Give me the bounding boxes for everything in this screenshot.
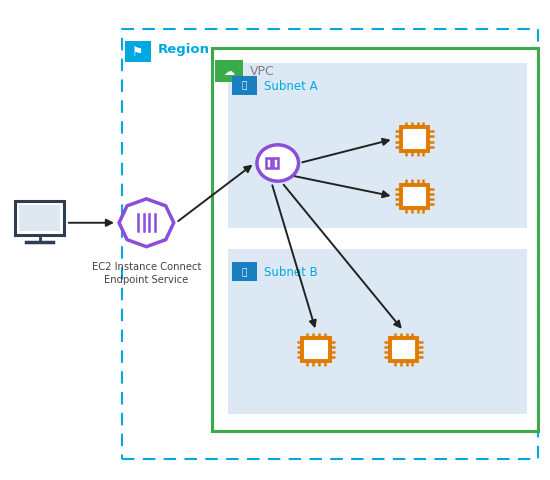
Text: ☁: ☁ <box>223 67 235 77</box>
Text: ⚑: ⚑ <box>132 46 143 59</box>
Text: Subnet A: Subnet A <box>264 80 318 93</box>
Polygon shape <box>119 199 174 247</box>
FancyBboxPatch shape <box>302 338 329 361</box>
FancyBboxPatch shape <box>401 185 428 209</box>
FancyBboxPatch shape <box>228 63 527 228</box>
Text: VPC: VPC <box>250 65 275 78</box>
Text: Subnet B: Subnet B <box>264 265 318 278</box>
Text: 🔒: 🔒 <box>242 82 248 90</box>
FancyBboxPatch shape <box>232 263 257 281</box>
FancyBboxPatch shape <box>124 42 151 62</box>
Text: 🔒: 🔒 <box>242 267 248 276</box>
FancyBboxPatch shape <box>266 158 271 169</box>
FancyBboxPatch shape <box>273 158 278 169</box>
FancyBboxPatch shape <box>15 202 64 235</box>
FancyBboxPatch shape <box>215 60 243 83</box>
Circle shape <box>257 145 299 182</box>
FancyBboxPatch shape <box>228 250 527 414</box>
FancyBboxPatch shape <box>390 338 417 361</box>
Text: Region: Region <box>157 43 210 56</box>
FancyBboxPatch shape <box>232 76 257 96</box>
Text: EC2 Instance Connect
Endpoint Service: EC2 Instance Connect Endpoint Service <box>92 262 201 285</box>
FancyBboxPatch shape <box>401 128 428 152</box>
FancyBboxPatch shape <box>19 205 60 232</box>
